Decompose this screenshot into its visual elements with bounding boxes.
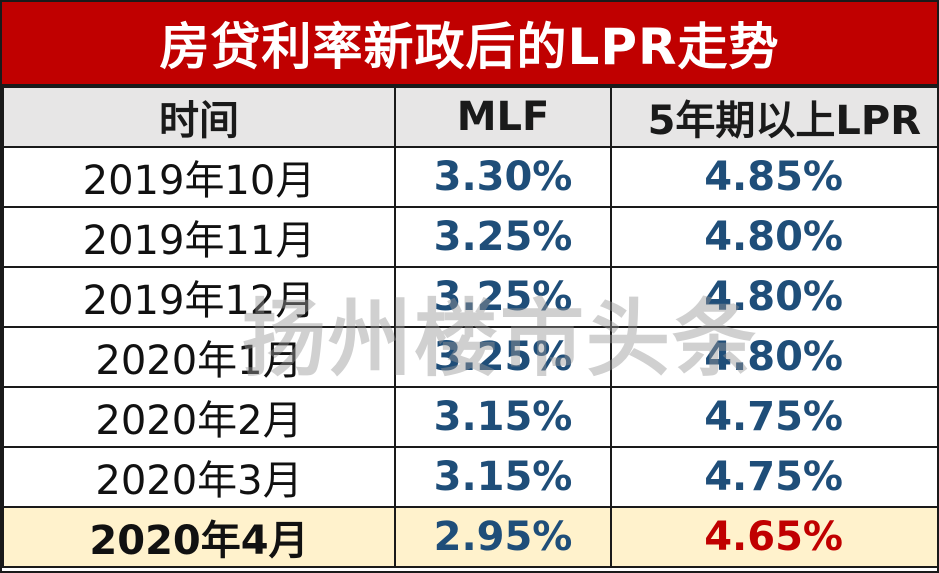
row-mlf: 2.95% xyxy=(394,506,612,568)
row-lpr: 4.75% xyxy=(610,446,939,508)
row-mlf: 3.25% xyxy=(394,326,612,388)
highlighted-row: 2020年4月 2.95% 4.65% xyxy=(2,506,939,568)
row-lpr: 4.80% xyxy=(610,206,939,268)
table-row: 2019年12月 3.25% 4.80% xyxy=(2,266,939,328)
header-row: 时间 MLF 5年期以上LPR xyxy=(2,86,939,148)
row-date: 2020年1月 xyxy=(2,326,396,388)
row-mlf: 3.25% xyxy=(394,266,612,328)
row-lpr: 4.80% xyxy=(610,326,939,388)
row-mlf: 3.15% xyxy=(394,446,612,508)
table-row: 2019年11月 3.25% 4.80% xyxy=(2,206,939,268)
row-mlf: 3.25% xyxy=(394,206,612,268)
column-header-lpr: 5年期以上LPR xyxy=(610,86,939,148)
row-lpr: 4.75% xyxy=(610,386,939,448)
row-lpr: 4.65% xyxy=(610,506,939,568)
table-row: 2020年3月 3.15% 4.75% xyxy=(2,446,939,508)
row-date: 2019年11月 xyxy=(2,206,396,268)
table-row: 2019年10月 3.30% 4.85% xyxy=(2,146,939,208)
row-lpr: 4.85% xyxy=(610,146,939,208)
row-mlf: 3.30% xyxy=(394,146,612,208)
row-mlf: 3.15% xyxy=(394,386,612,448)
lpr-table: 时间 MLF 5年期以上LPR 2019年10月 3.30% 4.85% 201… xyxy=(2,86,939,568)
row-date: 2020年3月 xyxy=(2,446,396,508)
table-row: 2020年2月 3.15% 4.75% xyxy=(2,386,939,448)
row-lpr: 4.80% xyxy=(610,266,939,328)
row-date: 2020年4月 xyxy=(2,506,396,568)
column-header-mlf: MLF xyxy=(394,86,612,148)
column-header-date: 时间 xyxy=(2,86,396,148)
row-date: 2019年12月 xyxy=(2,266,396,328)
table-row: 2020年1月 3.25% 4.80% xyxy=(2,326,939,388)
row-date: 2020年2月 xyxy=(2,386,396,448)
row-date: 2019年10月 xyxy=(2,146,396,208)
table-title: 房贷利率新政后的LPR走势 xyxy=(2,2,937,86)
